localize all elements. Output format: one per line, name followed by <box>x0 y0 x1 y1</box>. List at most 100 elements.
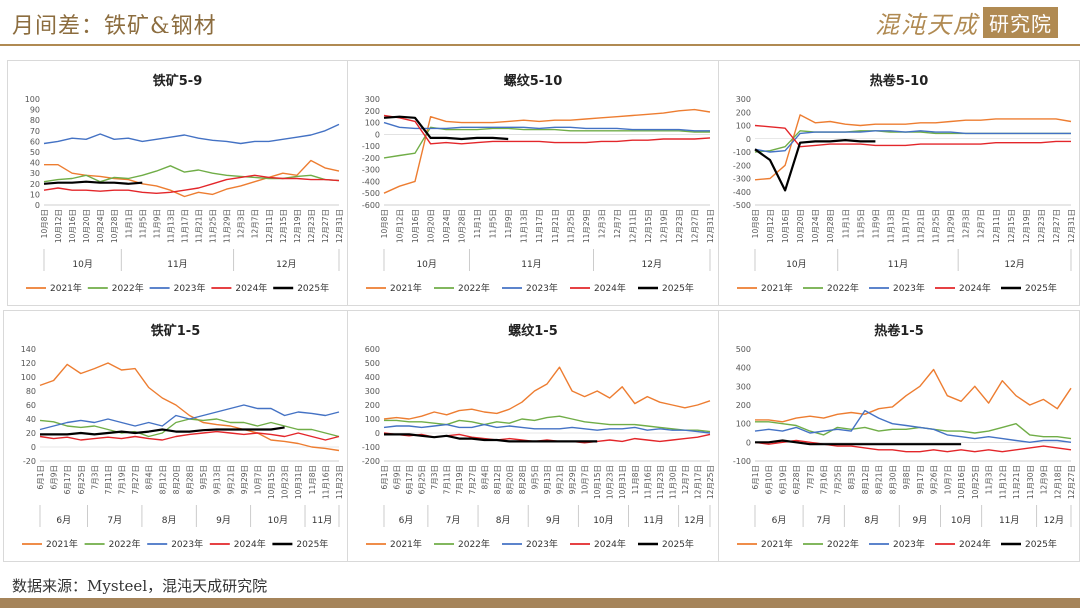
x-tick-label: 12月31日 <box>1067 209 1076 243</box>
x-tick-label: 12月27日 <box>321 209 330 243</box>
x-tick-label: 6月28日 <box>792 465 801 494</box>
x-tick-label: 10月28日 <box>826 209 835 243</box>
y-tick-label: 60 <box>30 137 40 146</box>
y-tick-label: -600 <box>362 201 380 210</box>
y-tick-label: 20 <box>26 429 36 438</box>
y-tick-label: 100 <box>736 122 751 131</box>
x-tick-label: 10月31日 <box>294 465 303 499</box>
x-tick-label: 10月15日 <box>267 465 276 499</box>
y-tick-label: 140 <box>21 345 36 354</box>
x-tick-label: 9月13日 <box>213 465 222 494</box>
x-tick-label: 6月17日 <box>63 465 72 494</box>
legend-label: 2022年 <box>109 538 141 550</box>
legend-label: 2024年 <box>959 538 991 550</box>
x-tick-label: 11月25日 <box>932 209 941 243</box>
y-tick-label: 0 <box>746 438 751 447</box>
x-tick-label: 7月3日 <box>430 465 439 490</box>
y-tick-label: 60 <box>26 401 36 410</box>
y-tick-label: 0 <box>375 130 380 139</box>
legend-label: 2023年 <box>174 282 206 294</box>
y-tick-label: 40 <box>30 159 40 168</box>
x-tick-label: 8月12日 <box>493 465 502 494</box>
y-tick-label: 200 <box>736 401 751 410</box>
x-tick-label: 11月21日 <box>551 209 560 243</box>
series-line-2023年 <box>383 423 711 434</box>
series-line-2024年 <box>39 430 340 441</box>
x-tick-label: 11月9日 <box>152 209 161 238</box>
x-tick-label: 8月21日 <box>875 465 884 494</box>
y-tick-label: 200 <box>365 107 380 116</box>
x-tick-label: 12月11日 <box>265 209 274 243</box>
series-line-2021年 <box>383 108 711 194</box>
y-tick-label: 300 <box>365 95 380 104</box>
legend-label: 2021年 <box>761 282 793 294</box>
series-line-2025年 <box>384 433 598 443</box>
y-tick-label: 100 <box>25 95 40 104</box>
month-label: 8月 <box>496 515 511 526</box>
x-tick-label: 7月19日 <box>118 465 127 494</box>
series-line-2024年 <box>43 174 340 195</box>
chart-title: 铁矿1-5 <box>150 323 201 339</box>
x-tick-label: 10月8日 <box>40 209 49 238</box>
x-tick-label: 12月7日 <box>977 209 986 238</box>
legend-label: 2024年 <box>594 538 626 550</box>
x-tick-label: 10月8日 <box>380 209 389 238</box>
x-tick-label: 12月19日 <box>659 209 668 243</box>
x-tick-label: 10月23日 <box>606 465 615 499</box>
legend-label: 2023年 <box>526 282 558 294</box>
y-tick-label: 20 <box>30 180 40 189</box>
x-tick-label: 6月19日 <box>778 465 787 494</box>
month-label: 6月 <box>772 515 787 526</box>
y-tick-label: 500 <box>736 345 751 354</box>
x-tick-label: 6月17日 <box>405 465 414 494</box>
x-tick-label: 11月1日 <box>841 209 850 238</box>
x-tick-label: 8月4日 <box>480 465 489 490</box>
y-tick-label: -400 <box>733 188 751 197</box>
x-tick-label: 12月3日 <box>962 209 971 238</box>
month-label: 9月 <box>216 515 231 526</box>
legend-label: 2021年 <box>390 538 422 550</box>
x-tick-label: 10月20日 <box>427 209 436 243</box>
x-tick-label: 12月19日 <box>1022 209 1031 243</box>
month-label: 7月 <box>446 515 461 526</box>
x-tick-label: 11月29日 <box>223 209 232 243</box>
x-tick-label: 10月12日 <box>54 209 63 243</box>
y-tick-label: 0 <box>375 429 380 438</box>
brand-logo: 混沌天成 研究院 <box>875 6 1058 39</box>
x-tick-label: 11月8日 <box>631 465 640 494</box>
y-tick-label: 0 <box>746 135 751 144</box>
series-line-2023年 <box>383 121 710 132</box>
y-tick-label: -300 <box>362 166 380 175</box>
x-tick-label: 10月7日 <box>253 465 262 494</box>
series-line-2025年 <box>383 115 509 141</box>
chart-panel-4: 铁矿1-5 140 120 100 80 60 40 20 0 -20 6月1日 6月9日 6月17日 6… <box>3 310 348 562</box>
legend-label: 2022年 <box>827 282 859 294</box>
x-tick-label: 9月17日 <box>916 465 925 494</box>
y-tick-label: -100 <box>733 148 751 157</box>
x-tick-label: 11月29日 <box>947 209 956 243</box>
y-tick-label: 400 <box>365 373 380 382</box>
x-tick-label: 11月23日 <box>335 465 344 499</box>
x-tick-label: 10月16日 <box>781 209 790 243</box>
series-line-2022年 <box>755 421 1072 440</box>
month-label: 11月 <box>888 259 908 270</box>
legend-label: 2024年 <box>235 282 267 294</box>
x-tick-label: 12月15日 <box>644 209 653 243</box>
footer-bar <box>0 598 1080 608</box>
month-label: 11月 <box>643 515 663 526</box>
x-tick-label: 11月16日 <box>321 465 330 499</box>
series-line-2024年 <box>754 439 1072 453</box>
x-tick-label: 11月1日 <box>124 209 133 238</box>
month-label: 10月 <box>72 259 92 270</box>
x-tick-label: 8月20日 <box>505 465 514 494</box>
month-label: 12月 <box>276 259 296 270</box>
y-tick-label: 30 <box>30 169 40 178</box>
x-tick-label: 6月9日 <box>393 465 402 490</box>
y-tick-label: -300 <box>733 175 751 184</box>
y-tick-label: -200 <box>733 161 751 170</box>
series-line-2022年 <box>384 415 711 433</box>
x-tick-label: 7月7日 <box>806 465 815 490</box>
x-tick-label: 11月30日 <box>668 465 677 499</box>
month-label: 12月 <box>1004 259 1024 270</box>
